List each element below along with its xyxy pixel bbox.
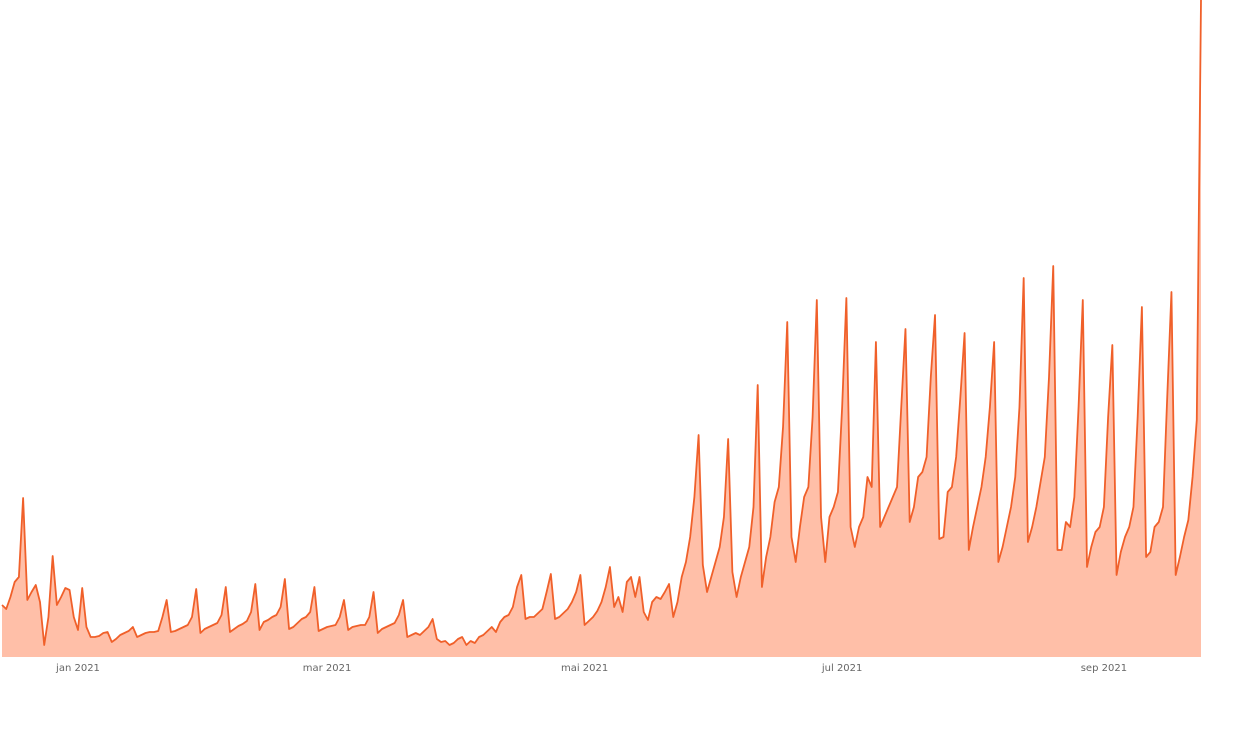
x-tick-label: mai 2021 (561, 663, 608, 674)
x-tick-label: sep 2021 (1081, 663, 1127, 674)
x-tick-label: mar 2021 (303, 663, 352, 674)
area-line (1, 0, 1202, 646)
area-fill (2, 0, 1201, 657)
x-tick-label: jul 2021 (821, 663, 863, 674)
x-tick-label: jan 2021 (55, 663, 100, 674)
